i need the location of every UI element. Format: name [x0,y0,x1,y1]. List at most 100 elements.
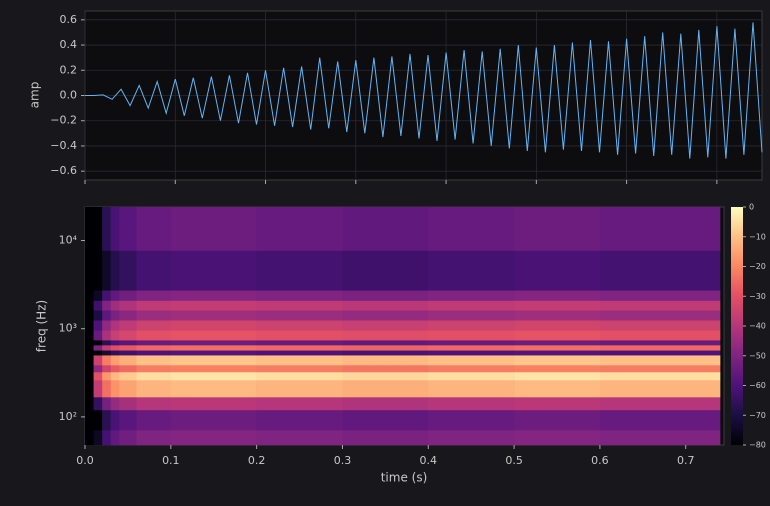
spectrogram-cell [119,290,137,301]
spectrogram-cell [102,397,112,411]
spectrogram-cell [136,310,172,321]
spectrogram-cell [85,345,94,351]
spectrogram-cell [102,290,112,301]
spectrogram-cell [599,380,721,398]
spectrogram-cell [514,355,601,366]
spectrogram-cell [514,300,601,311]
spectrogram-cell [599,430,721,446]
spectrogram-cell [256,345,343,351]
spectrogram-cell [93,300,103,311]
spectrogram-cell [256,380,343,398]
spectrogram-cell [85,250,94,291]
spectrogram-cell [428,207,515,251]
x-tick-label: 0.1 [162,454,180,467]
colorbar-tick-label: −40 [749,322,766,331]
spectrogram-cell [136,371,172,381]
spectrogram-cell [256,207,343,251]
y-tick-label: 10³ [59,322,77,335]
spectrogram-cell [170,345,257,351]
spectrogram-cell [342,250,429,291]
spectrogram-cell [102,409,112,431]
spectrogram-cell [170,350,257,356]
spectrogram-cell [119,365,137,373]
spectrogram-cell [514,330,601,341]
spectrogram-cell [599,397,721,411]
spectrogram-cell [599,371,721,381]
x-tick-label: 0.2 [248,454,266,467]
spectrogram-cell [170,340,257,346]
spectrogram-cell [110,350,120,356]
spectrogram-cell [170,310,257,321]
spectrogram-cell [428,310,515,321]
spectrogram-cell [110,365,120,373]
spectrogram-cell [428,350,515,356]
spectrogram-cell [110,345,120,351]
spectrogram-cell [102,371,112,381]
spectrogram-cell [110,330,120,341]
spectrogram-cell [256,290,343,301]
spectrogram-cell [342,355,429,366]
spectrogram-cell [110,371,120,381]
spectrogram-cell [428,345,515,351]
spectrogram-cell [170,320,257,331]
spectrogram-cell [85,380,94,398]
colorbar-tick-label: −30 [749,292,766,301]
spectrogram-cell [514,250,601,291]
spectrogram-cell [599,409,721,431]
spectrogram-cell [93,340,103,346]
colorbar-tick-label: 0 [749,203,754,212]
spectrogram-cell [136,300,172,311]
spectrogram-cell [110,290,120,301]
spectrogram-cell [119,371,137,381]
spectrogram-cell [514,380,601,398]
spectrogram-cell [93,345,103,351]
spectrogram-cell [102,330,112,341]
spectrogram-cell [93,409,103,431]
spectrogram-cell [342,340,429,346]
spectrogram-cell [599,207,721,251]
spectrogram-cell [85,330,94,341]
spectrogram-cell [599,310,721,321]
spectrogram-cell [136,350,172,356]
spectrogram-cell [110,397,120,411]
spectrogram-cell [102,310,112,321]
spectrogram-cell [136,365,172,373]
spectrogram-cell [170,371,257,381]
spectrogram-cell [93,430,103,446]
spectrogram-cell [342,380,429,398]
spectrogram-cell [110,409,120,431]
spectrogram-cell [110,250,120,291]
spectrogram-cell [136,430,172,446]
spectrogram-cell [110,310,120,321]
spectrogram-cell [342,365,429,373]
spectrogram-cell [514,345,601,351]
spectrogram-cell [102,207,112,251]
spectrogram-cell [428,371,515,381]
x-tick-label: 0.7 [677,454,695,467]
spectrogram-cell [514,320,601,331]
spectrogram-cell [428,397,515,411]
spectrogram-cell [136,290,172,301]
spectrogram-cell [85,320,94,331]
spectrogram-cell [170,207,257,251]
spectrogram-cell [256,310,343,321]
spectrogram-cell [342,320,429,331]
spectrogram-cell [136,380,172,398]
spectrogram-cell [428,380,515,398]
spectrogram-cell [136,330,172,341]
x-tick-label: 0.5 [505,454,523,467]
spectrogram-cell [514,409,601,431]
spectrogram-cell [93,380,103,398]
spectrogram-cell [256,397,343,411]
y-tick-label: −0.6 [50,164,77,177]
spectrogram-cell [119,320,137,331]
spectrogram-cell [342,350,429,356]
spectrogram-cell [342,207,429,251]
spectrogram-cell [342,330,429,341]
spectrogram-cell [514,207,601,251]
spectrogram-cell [93,310,103,321]
spectrogram-cell [110,355,120,366]
x-tick-label: 0.4 [420,454,438,467]
colorbar-tick-label: −60 [749,381,766,390]
spectrogram-cell [256,320,343,331]
